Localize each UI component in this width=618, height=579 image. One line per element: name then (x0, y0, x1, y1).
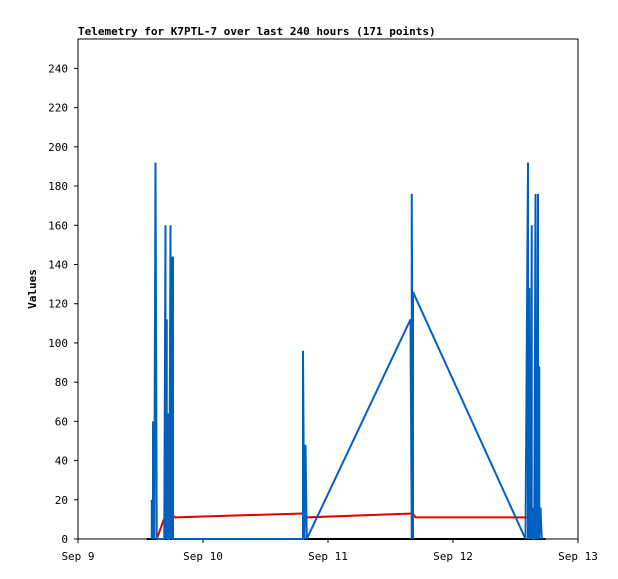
y-tick-label: 240 (48, 62, 68, 75)
x-tick-label: Sep 12 (433, 550, 473, 563)
x-tick-label: Sep 13 (558, 550, 598, 563)
y-axis-label: Values (26, 269, 39, 309)
y-tick-label: 0 (61, 533, 68, 546)
x-tick-label: Sep 11 (308, 550, 348, 563)
series-layer (146, 162, 546, 540)
y-tick-label: 80 (55, 376, 68, 389)
x-tick-label: Sep 10 (183, 550, 223, 563)
plot-frame (77, 38, 579, 540)
y-tick-label: 120 (48, 298, 68, 311)
y-tick-label: 160 (48, 219, 68, 232)
y-tick-label: 140 (48, 258, 68, 271)
y-tick-label: 180 (48, 180, 68, 193)
y-tick-label: 60 (55, 415, 68, 428)
y-tick-label: 100 (48, 337, 68, 350)
y-tick-label: 40 (55, 455, 68, 468)
y-tick-label: 200 (48, 141, 68, 154)
y-tick-label: 20 (55, 494, 68, 507)
x-tick-label: Sep 9 (61, 550, 94, 563)
series-line-3 (150, 162, 543, 540)
axis-layer: 0 20 40 60 80 100 120 140 160 180 200 220 240 Sep 9 Se… (48, 62, 598, 563)
chart-title: Telemetry for K7PTL-7 over last 240 hour… (78, 25, 436, 38)
y-tick-label: 220 (48, 102, 68, 115)
